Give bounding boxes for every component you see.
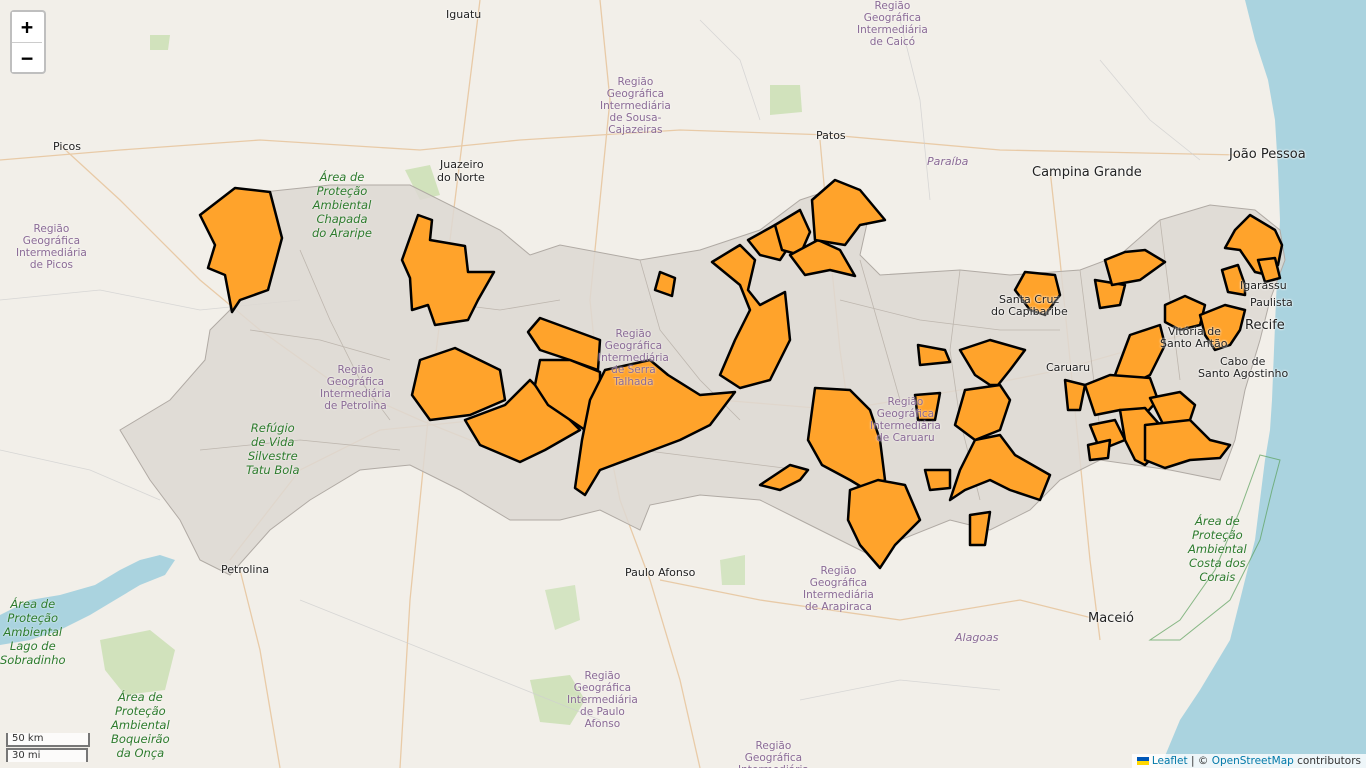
sea — [1160, 0, 1366, 768]
park-area — [530, 675, 585, 725]
attribution: Leaflet | © OpenStreetMap contributors — [1131, 754, 1366, 768]
city-label-cabo-1: Cabo de — [1220, 355, 1266, 368]
city-label-santa-cruz-1: Santa Cruz — [999, 293, 1060, 306]
region-label-paulo-afonso: Região Geográfica Intermediária de Paulo… — [567, 670, 638, 730]
city-label-iguatu: Iguatu — [446, 8, 482, 21]
city-label-vitoria-2: Santo Antão — [1160, 337, 1228, 350]
zoom-out-button[interactable]: − — [12, 42, 42, 72]
region-label-bottom: Região Geográfica Intermediária — [738, 740, 809, 768]
osm-link[interactable]: OpenStreetMap — [1211, 755, 1294, 767]
park-outline — [1148, 454, 1281, 641]
city-label-recife: Recife — [1245, 318, 1285, 333]
park-area — [720, 555, 745, 585]
city-label-patos: Patos — [816, 129, 846, 142]
city-label-santa-cruz-2: do Capibaribe — [991, 305, 1068, 318]
leaflet-link[interactable]: Leaflet — [1151, 755, 1188, 767]
city-label-petrolina: Petrolina — [221, 563, 270, 576]
region-label-arapiraca: Região Geográfica Intermediária de Arapi… — [803, 565, 874, 613]
scale-km: 50 km — [6, 733, 90, 747]
city-label-picos: Picos — [53, 140, 81, 153]
park-label-boqueirao: Área de Proteção Ambiental Boqueirão da … — [111, 690, 170, 760]
lake-sobradinho — [0, 555, 175, 645]
city-label-caruaru: Caruaru — [1046, 361, 1091, 374]
attribution-separator: | © — [1187, 755, 1212, 767]
region-label-caruaru: Região Geográfica Intermediária de Carua… — [870, 396, 941, 444]
park-area — [545, 585, 580, 630]
region-label-picos: Região Geográfica Intermediária de Picos — [16, 223, 87, 271]
zoom-in-button[interactable]: + — [12, 12, 42, 42]
city-label-igarassu: Igarassu — [1240, 279, 1287, 292]
city-label-paulista: Paulista — [1250, 296, 1293, 309]
region-label-caico: Região Geográfica Intermediária de Caicó — [857, 0, 928, 48]
attribution-suffix: contributors — [1293, 755, 1361, 767]
city-label-maceio: Maceió — [1088, 611, 1134, 626]
city-label-joao-pessoa: João Pessoa — [1229, 147, 1306, 162]
region-label-petrolina: Região Geográfica Intermediária de Petro… — [320, 364, 391, 412]
park-label-tatu-bola: Refúgio de Vida Silvestre Tatu Bola — [246, 421, 300, 477]
park-area — [100, 630, 175, 695]
scale-mi: 30 mi — [6, 748, 88, 762]
scale-bar: 50 km 30 mi — [6, 733, 90, 762]
park-area — [150, 35, 170, 50]
highlighted-areas — [198, 178, 1284, 570]
city-label-paulo-afonso: Paulo Afonso — [625, 566, 696, 579]
park-label-araripe: Área de Proteção Ambiental Chapada do Ar… — [312, 170, 372, 240]
city-label-vitoria-1: Vitória de — [1168, 325, 1221, 338]
state-label-paraiba: Paraíba — [927, 155, 969, 168]
park-area — [770, 85, 802, 115]
park-area — [405, 165, 440, 200]
zoom-control: + − — [10, 10, 46, 74]
ukraine-flag-icon — [1136, 757, 1149, 765]
region-label-serra-talhada: Região Geográfica Intermediária de Serra… — [598, 328, 669, 388]
park-label-costa-corais: Área de Proteção Ambiental Costa dos Cor… — [1188, 514, 1247, 584]
city-label-campina-grande: Campina Grande — [1032, 165, 1142, 180]
city-label-juazeiro-2: do Norte — [437, 171, 485, 184]
park-label-sobradinho: Área de Proteção Ambiental Lago de Sobra… — [0, 597, 66, 667]
city-label-juazeiro-1: Juazeiro — [440, 158, 484, 171]
region-label-sousa: Região Geográfica Intermediária de Sousa… — [600, 76, 671, 136]
city-label-cabo-2: Santo Agostinho — [1198, 367, 1289, 380]
state-label-alagoas: Alagoas — [955, 631, 999, 644]
